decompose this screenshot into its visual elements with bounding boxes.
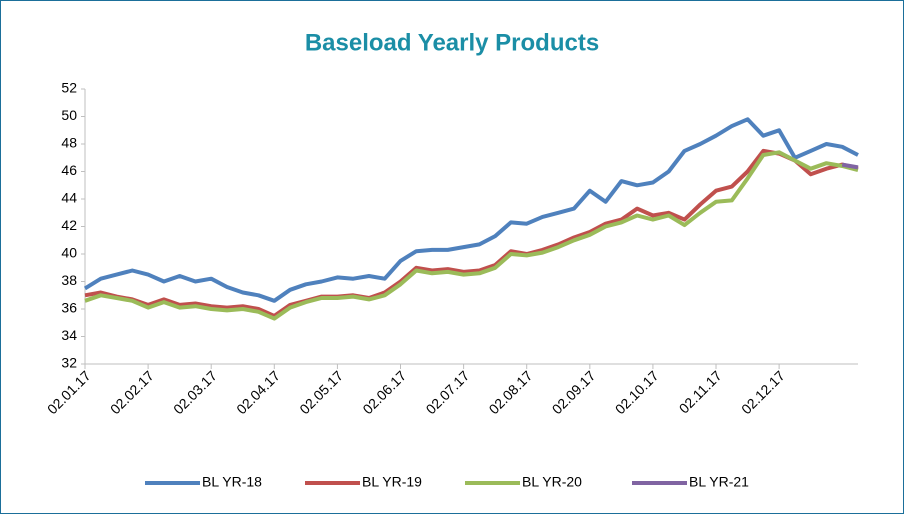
y-tick-label: 44 [61, 190, 77, 206]
y-tick-label: 38 [61, 272, 77, 288]
series-line [84, 150, 859, 321]
legend-label: BL YR-20 [522, 474, 582, 490]
y-tick-label: 34 [61, 327, 77, 343]
legend-label: BL YR-18 [202, 474, 262, 490]
chart-title: Baseload Yearly Products [305, 29, 599, 56]
y-tick-label: 42 [61, 217, 77, 233]
y-tick-label: 46 [61, 162, 77, 178]
legend-label: BL YR-19 [362, 474, 422, 490]
series-line [83, 117, 859, 303]
y-tick-label: 48 [61, 135, 77, 151]
y-tick-label: 52 [61, 80, 77, 96]
y-tick-label: 50 [61, 107, 77, 123]
y-tick-label: 40 [61, 245, 77, 261]
series-line [841, 162, 859, 170]
legend-label: BL YR-21 [689, 474, 749, 490]
series-line [84, 148, 859, 318]
y-tick-label: 32 [61, 355, 77, 371]
y-tick-label: 36 [61, 300, 77, 316]
